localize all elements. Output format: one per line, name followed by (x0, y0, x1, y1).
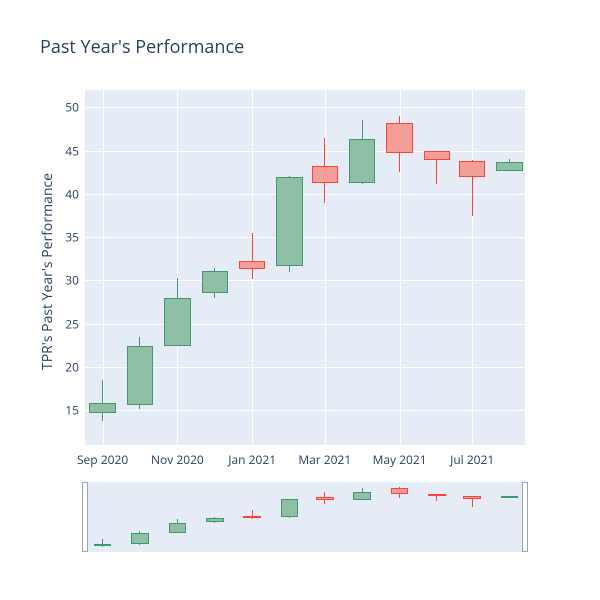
rangeslider-candlestick (316, 482, 334, 552)
rangeslider-candlestick (353, 482, 371, 552)
candlestick-body (501, 496, 519, 498)
candlestick[interactable] (89, 90, 115, 445)
candlestick-body (312, 166, 338, 182)
candlestick-body (127, 346, 153, 405)
x-tick-label: Mar 2021 (298, 451, 351, 468)
x-tick-label: Nov 2020 (151, 451, 204, 468)
y-tick-label: 50 (65, 99, 79, 116)
candlestick[interactable] (127, 90, 153, 445)
candlestick-body (353, 492, 371, 501)
candlestick[interactable] (424, 90, 450, 445)
candlestick[interactable] (239, 90, 265, 445)
page: { "title": "Past Year's Performance", "y… (0, 0, 600, 600)
candlestick-body (276, 177, 302, 266)
x-tick-label: Sep 2020 (77, 451, 128, 468)
candlestick-body (349, 139, 375, 182)
candlestick-body (131, 533, 149, 545)
rangeslider-candlestick (501, 482, 519, 552)
y-tick-label: 35 (65, 229, 79, 246)
candlestick-body (316, 497, 334, 500)
rangeslider[interactable] (85, 482, 525, 552)
rangeslider-candlestick (391, 482, 409, 552)
rangeslider-candlestick (281, 482, 299, 552)
x-tick-label: Jul 2021 (450, 451, 494, 468)
candlestick-body (463, 496, 481, 499)
candlestick-body (89, 403, 115, 413)
rangeslider-handle-left[interactable] (82, 482, 88, 552)
candlestick-body (386, 123, 412, 153)
candlestick-body (239, 261, 265, 269)
rangeslider-candlestick (463, 482, 481, 552)
candlestick-body (428, 494, 446, 496)
candlestick[interactable] (276, 90, 302, 445)
main-plot-area[interactable]: 1520253035404550Sep 2020Nov 2020Jan 2021… (85, 90, 525, 445)
y-tick-label: 40 (65, 185, 79, 202)
candlestick-wick (252, 510, 253, 519)
candlestick[interactable] (312, 90, 338, 445)
rangeslider-candlestick (94, 482, 112, 552)
candlestick-body (169, 523, 187, 533)
candlestick[interactable] (496, 90, 522, 445)
candlestick[interactable] (459, 90, 485, 445)
rangeslider-handle-right[interactable] (522, 482, 528, 552)
y-tick-label: 45 (65, 142, 79, 159)
y-tick-label: 25 (65, 315, 79, 332)
y-tick-label: 20 (65, 359, 79, 376)
rangeslider-candlestick (243, 482, 261, 552)
candlestick-body (164, 298, 190, 346)
candlestick-body (94, 544, 112, 546)
x-tick-label: Jan 2021 (228, 451, 276, 468)
x-tick-label: May 2021 (373, 451, 427, 468)
candlestick-body (424, 151, 450, 161)
y-tick-label: 15 (65, 402, 79, 419)
rangeslider-candlestick (428, 482, 446, 552)
rangeslider-candlestick (131, 482, 149, 552)
chart-title: Past Year's Performance (40, 35, 244, 59)
candlestick-body (459, 161, 485, 177)
candlestick-body (496, 162, 522, 171)
candlestick[interactable] (386, 90, 412, 445)
candlestick[interactable] (164, 90, 190, 445)
candlestick[interactable] (349, 90, 375, 445)
candlestick-body (243, 516, 261, 518)
candlestick-wick (252, 233, 253, 279)
candlestick-body (206, 518, 224, 522)
candlestick-body (281, 499, 299, 517)
rangeslider-candlestick (206, 482, 224, 552)
candlestick-body (202, 271, 228, 293)
rangeslider-candlestick (169, 482, 187, 552)
candlestick-body (391, 488, 409, 494)
candlestick[interactable] (202, 90, 228, 445)
y-axis-label: TPR's Past Year's Performance (38, 173, 57, 370)
y-tick-label: 30 (65, 272, 79, 289)
candlestick-wick (102, 380, 103, 421)
